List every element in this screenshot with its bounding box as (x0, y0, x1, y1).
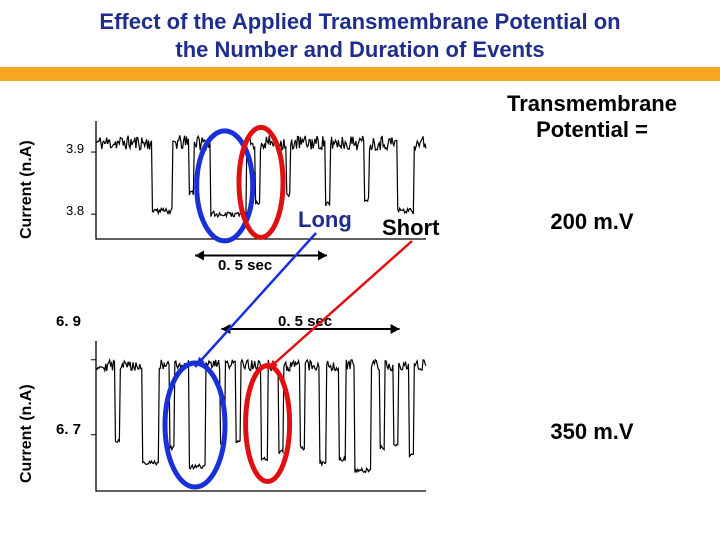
title-line2: the Number and Duration of Events (175, 37, 544, 62)
slide-title: Effect of the Applied Transmembrane Pote… (0, 0, 720, 67)
slide-body: Transmembrane Potential = 200 m.V 350 m.… (0, 81, 720, 540)
title-line1: Effect of the Applied Transmembrane Pote… (99, 9, 620, 34)
accent-bar (0, 67, 720, 81)
annotation-overlay (0, 81, 720, 540)
